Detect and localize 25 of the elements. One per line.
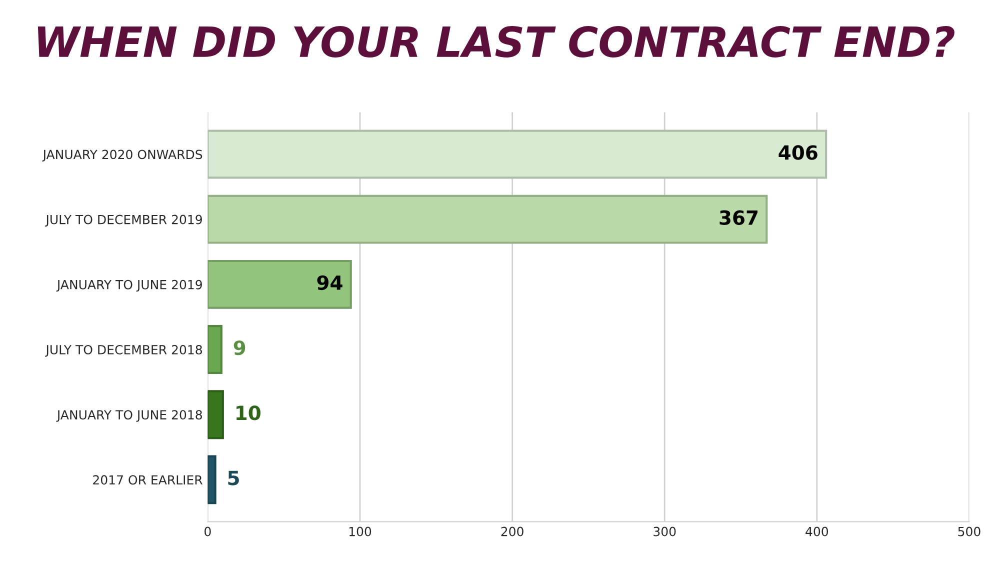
bar	[208, 325, 222, 374]
bar	[208, 260, 352, 309]
bar	[208, 455, 216, 504]
chart-title: WHEN DID YOUR LAST CONTRACT END?	[38, 26, 954, 58]
data-label: 94	[317, 275, 342, 290]
y-tick-label: JANUARY TO JUNE 2019	[56, 280, 202, 292]
bar	[208, 130, 828, 179]
bar	[208, 194, 768, 244]
x-tick-label: 300	[654, 526, 676, 536]
x-tick-label: 100	[349, 526, 372, 536]
data-label: 5	[228, 470, 239, 486]
x-tick-label: 400	[806, 526, 828, 536]
data-label: 9	[234, 340, 246, 356]
data-label: 367	[720, 210, 758, 225]
y-tick-label: JANUARY TO JUNE 2018	[56, 410, 202, 422]
x-tick-label: 500	[958, 526, 980, 536]
y-tick-label: JULY TO DECEMBER 2018	[45, 344, 202, 357]
data-label: 406	[778, 145, 818, 160]
x-tick-label: 200	[501, 526, 524, 536]
y-tick-label: JULY TO DECEMBER 2019	[45, 214, 202, 227]
x-tick-label: 0	[204, 526, 211, 536]
y-tick-label: 2017 OR EARLIER	[93, 475, 202, 485]
bar	[208, 390, 224, 440]
y-tick-label: JANUARY 2020 ONWARDS	[42, 150, 202, 162]
data-label: 10	[236, 406, 260, 420]
